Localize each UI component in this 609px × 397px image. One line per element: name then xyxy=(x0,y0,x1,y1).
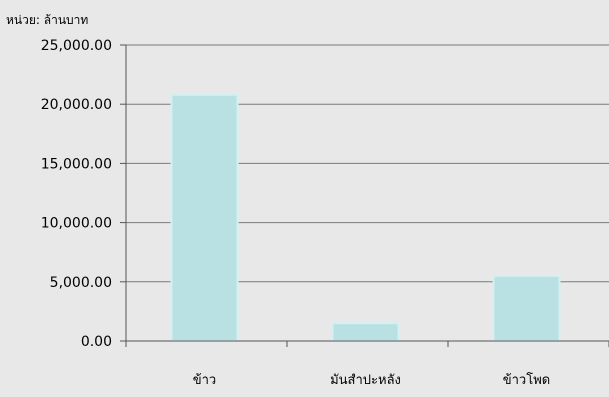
y-tick-label: 20,000.00 xyxy=(41,97,112,113)
y-tick-label: 0.00 xyxy=(81,334,112,350)
labels: หน่วย: ล้านบาท 0.00 5,000.00 10,000.00 15,0… xyxy=(6,13,550,388)
bars xyxy=(170,93,561,343)
y-tick-label: 15,000.00 xyxy=(41,156,112,172)
y-tick-label: 25,000.00 xyxy=(41,38,112,54)
x-tick-label: มันสำปะหลัง xyxy=(330,373,401,388)
bar xyxy=(492,274,561,343)
bar xyxy=(331,322,400,342)
axes xyxy=(120,44,609,347)
y-tick-label: 5,000.00 xyxy=(50,275,112,291)
x-tick-label: ข้าว xyxy=(193,373,217,388)
unit-label: หน่วย: ล้านบาท xyxy=(6,13,88,27)
bar xyxy=(170,93,239,342)
x-tick-label: ข้าวโพด xyxy=(503,372,550,388)
y-tick-label: 10,000.00 xyxy=(41,216,112,232)
